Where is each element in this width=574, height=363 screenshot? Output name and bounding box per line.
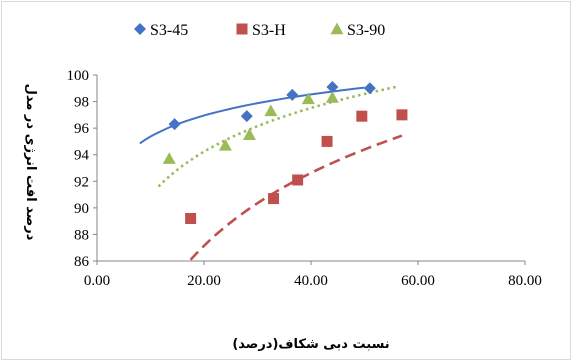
y-tick-label: 96 — [74, 121, 90, 137]
data-point-s3-h — [356, 110, 368, 122]
data-point-s3-90 — [162, 152, 176, 164]
y-tick-label: 92 — [74, 174, 89, 190]
data-point-s3-45 — [240, 110, 253, 123]
data-point-s3-90 — [242, 128, 256, 140]
trendline-s3-h — [189, 134, 403, 261]
data-point-s3-h — [185, 212, 197, 224]
data-point-s3-90 — [301, 92, 315, 105]
legend-label: S3-90 — [347, 22, 385, 39]
x-tick-label: 0.00 — [84, 273, 110, 289]
data-point-s3-h — [292, 174, 304, 186]
x-tick-label: 60.00 — [401, 273, 435, 289]
data-point-s3-90 — [325, 91, 339, 103]
x-tick-label: 40.00 — [294, 273, 328, 289]
x-axis-title: نسبت دبی شکاف(درصد) — [232, 337, 389, 352]
legend: S3-45 S3-H S3-90 — [134, 22, 385, 39]
trendline-s3-90 — [157, 85, 397, 188]
data-point-s3-45 — [168, 118, 181, 131]
y-tick-label: 86 — [74, 254, 90, 270]
y-axis-title: درصد افت انرژی در مدل — [23, 84, 38, 241]
y-tick-label: 94 — [74, 148, 90, 164]
axes: 86 88 90 92 94 96 98 100 0.00 20.00 40.00 60.00 80.0… — [67, 68, 542, 289]
y-tick-label: 98 — [74, 95, 89, 111]
legend-label: S3-H — [252, 22, 286, 39]
data-points — [162, 80, 408, 224]
x-tick-label: 20.00 — [187, 273, 221, 289]
legend-marker-s3-45 — [134, 23, 146, 35]
y-tick-label: 100 — [67, 68, 90, 84]
data-point-s3-45 — [286, 88, 299, 101]
y-tick-label: 90 — [74, 201, 89, 217]
data-point-s3-90 — [264, 104, 278, 117]
data-point-s3-h — [268, 193, 280, 205]
data-point-s3-h — [396, 109, 408, 121]
legend-marker-s3-90 — [330, 22, 344, 35]
data-point-s3-45 — [363, 82, 376, 95]
data-point-s3-45 — [326, 80, 339, 93]
legend-label: S3-45 — [150, 22, 188, 39]
x-tick-label: 80.00 — [508, 273, 542, 289]
data-point-s3-90 — [218, 138, 232, 151]
data-point-s3-h — [321, 135, 333, 147]
legend-marker-s3-h — [236, 23, 248, 35]
y-tick-label: 88 — [74, 227, 89, 243]
